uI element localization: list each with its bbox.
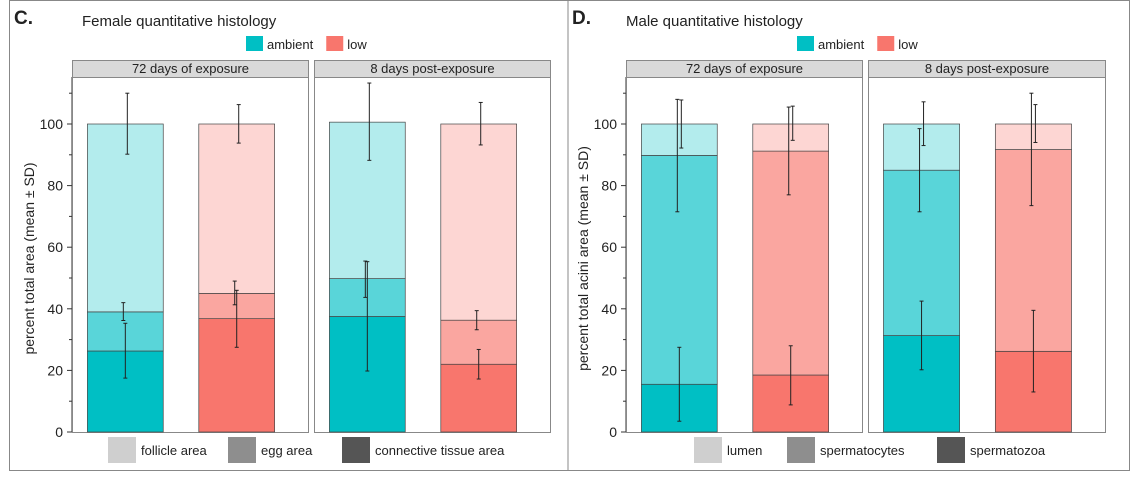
legend-swatch-low	[326, 36, 344, 51]
legend-label-low: low	[347, 37, 367, 52]
bar-segment-lumen	[641, 123, 718, 156]
bar-segment-follicle-area	[440, 123, 517, 321]
y-tick-label: 100	[594, 116, 618, 132]
legend-swatch-follicle-area	[108, 437, 136, 463]
bar-segment-follicle-area	[87, 123, 164, 313]
bar-low	[752, 105, 829, 433]
panel-c-female: C. Female quantitative histology ambient lo…	[14, 8, 551, 463]
facet-strip-label: 72 days of exposure	[686, 61, 803, 76]
y-tick-label: 60	[601, 239, 617, 255]
y-tick-label: 100	[40, 116, 64, 132]
panel-title: Female quantitative histology	[82, 13, 277, 30]
bar-ambient	[87, 92, 164, 433]
bar-segment-follicle-area	[198, 123, 275, 294]
legend-swatch-ambient	[797, 36, 814, 51]
legend-swatch-low	[877, 36, 895, 51]
bar-ambient	[329, 82, 406, 433]
facet-exposure: 72 days of exposure	[626, 60, 863, 433]
bar-segment-lumen	[883, 123, 960, 171]
legend-swatch-egg-area	[228, 437, 256, 463]
y-tick-label: 20	[47, 362, 63, 378]
facet-post-exposure: 8 days post-exposure	[868, 60, 1106, 433]
legend-label-ambient: ambient	[267, 37, 314, 52]
bar-ambient	[641, 98, 718, 433]
legend-label-connective-tissue-area: connective tissue area	[375, 443, 505, 458]
bar-low	[994, 92, 1072, 433]
facet-post-exposure: 8 days post-exposure	[314, 60, 551, 433]
legend-label-ambient: ambient	[818, 37, 865, 52]
legend-label-lumen: lumen	[727, 443, 762, 458]
facet-strip-label: 72 days of exposure	[132, 61, 249, 76]
panel-title: Male quantitative histology	[626, 13, 803, 30]
legend-swatch-spermatozoa	[937, 437, 965, 463]
bar-segment-spermatocytes	[752, 150, 829, 376]
facet-panel-border	[868, 77, 1106, 433]
facet-panel-border	[626, 77, 863, 433]
panel-letter: D.	[572, 8, 591, 29]
facet-strip-label: 8 days post-exposure	[370, 61, 494, 76]
legend-label-spermatocytes: spermatocytes	[820, 443, 905, 458]
component-legend: follicle area egg area connective tissue a…	[108, 437, 505, 463]
treatment-legend: ambient low	[246, 36, 367, 52]
y-tick-label: 0	[609, 424, 617, 440]
facet-exposure: 72 days of exposure	[72, 60, 309, 433]
y-tick-label: 80	[601, 178, 617, 194]
bar-segment-follicle-area	[329, 121, 406, 279]
y-tick-label: 40	[47, 301, 63, 317]
bar-segment-lumen	[752, 123, 829, 152]
bar-segment-spermatocytes	[641, 155, 718, 385]
legend-swatch-lumen	[694, 437, 722, 463]
legend-label-egg-area: egg area	[261, 443, 313, 458]
legend-label-follicle-area: follicle area	[141, 443, 208, 458]
legend-swatch-spermatocytes	[787, 437, 815, 463]
y-axis-label: percent total acini area (mean ± SD)	[575, 146, 591, 371]
panel-letter: C.	[14, 8, 33, 29]
facet-panel-border	[72, 77, 309, 433]
facet-panel-border	[314, 77, 551, 433]
bar-low	[440, 101, 517, 433]
legend-swatch-ambient	[246, 36, 263, 51]
y-tick-label: 80	[47, 178, 63, 194]
bar-low	[198, 104, 275, 433]
panel-d-male: D. Male quantitative histology ambient low 0…	[572, 8, 1106, 463]
legend-label-spermatozoa: spermatozoa	[970, 443, 1046, 458]
bar-ambient	[883, 101, 960, 433]
bar-segment-lumen	[994, 123, 1072, 150]
legend-swatch-connective-tissue-area	[342, 437, 370, 463]
facet-strip-label: 8 days post-exposure	[925, 61, 1049, 76]
legend-label-low: low	[898, 37, 918, 52]
y-tick-label: 40	[601, 301, 617, 317]
component-legend: lumen spermatocytes spermatozoa	[694, 437, 1046, 463]
y-tick-label: 0	[55, 424, 63, 440]
y-tick-label: 20	[601, 362, 617, 378]
treatment-legend: ambient low	[797, 36, 918, 52]
y-axis-label: percent total area (mean ± SD)	[21, 162, 37, 354]
y-tick-label: 60	[47, 239, 63, 255]
figure-frame	[9, 0, 1130, 471]
